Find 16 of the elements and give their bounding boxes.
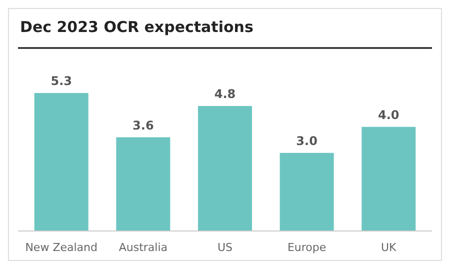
bar [280, 152, 334, 231]
data-label: 3.0 [296, 134, 318, 148]
bar [362, 126, 416, 231]
data-label: 3.6 [132, 118, 154, 132]
data-label: 5.3 [50, 74, 72, 88]
data-label: 4.8 [214, 87, 236, 102]
bar [198, 106, 252, 231]
x-tick-label: US [217, 241, 233, 254]
x-tick-label: New Zealand [25, 241, 98, 254]
chart-title: Dec 2023 OCR expectations [20, 18, 254, 36]
bar [34, 93, 88, 231]
bar [116, 137, 170, 231]
x-tick-label: Europe [287, 241, 326, 254]
x-tick-label: UK [381, 241, 398, 254]
data-label: 4.0 [378, 108, 400, 122]
x-tick-label: Australia [118, 241, 168, 254]
